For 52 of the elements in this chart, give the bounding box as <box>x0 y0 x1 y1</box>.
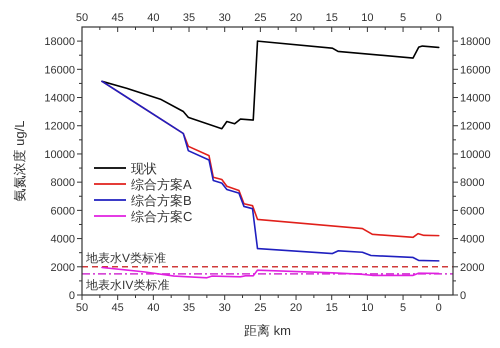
x2-tick-label: 20 <box>290 302 302 314</box>
y-tick-label: 12000 <box>44 120 75 133</box>
y-tick-label: 16000 <box>44 64 75 76</box>
y2-tick-label: 12000 <box>460 120 491 133</box>
y2-tick-label: 10000 <box>460 148 491 161</box>
x2-tick-label: 50 <box>76 302 88 314</box>
legend-label: 综合方案A <box>131 177 192 192</box>
y-axis-title: 氨氮浓度 ug/L <box>12 120 27 202</box>
legend-label: 综合方案C <box>131 209 192 224</box>
x-tick-label: 30 <box>218 12 231 24</box>
x-tick-label: 15 <box>326 12 338 24</box>
y-tick-label: 6000 <box>50 205 75 218</box>
y2-tick-label: 8000 <box>460 177 484 190</box>
x2-tick-label: 40 <box>147 302 160 314</box>
x-axis-title: 距离 km <box>244 323 291 338</box>
x2-tick-label: 35 <box>182 302 196 314</box>
ref-line-label: 地表水IV类标准 <box>85 278 170 292</box>
x-tick-label: 45 <box>112 12 124 24</box>
y2-tick-label: 14000 <box>460 92 491 105</box>
line-series <box>101 40 440 130</box>
x-tick-label: 35 <box>182 12 196 24</box>
y2-tick-label: 0 <box>460 290 466 302</box>
legend-label: 综合方案B <box>131 193 192 208</box>
ref-line-label: 地表水V类标准 <box>85 250 166 265</box>
y2-tick-label: 4000 <box>460 234 484 246</box>
x2-tick-label: 5 <box>400 302 406 314</box>
y-tick-label: 4000 <box>50 234 75 246</box>
x2-tick-label: 30 <box>218 302 231 314</box>
y-tick-label: 10000 <box>44 148 75 161</box>
x-tick-label: 10 <box>361 12 374 24</box>
x2-tick-label: 0 <box>436 302 442 314</box>
y2-tick-label: 16000 <box>460 64 491 76</box>
legend-label: 现状 <box>131 161 157 176</box>
x-tick-label: 5 <box>400 12 406 24</box>
y-tick-label: 0 <box>68 290 75 302</box>
x2-tick-label: 10 <box>361 302 374 314</box>
x-tick-label: 20 <box>290 12 302 24</box>
x-tick-label: 25 <box>254 12 266 24</box>
x2-tick-label: 15 <box>326 302 338 314</box>
x2-tick-label: 25 <box>254 302 266 314</box>
line-series <box>101 266 440 279</box>
y2-tick-label: 6000 <box>460 205 484 218</box>
x2-tick-label: 45 <box>112 302 124 314</box>
x-tick-label: 50 <box>76 12 88 24</box>
y-tick-label: 8000 <box>50 177 75 190</box>
y2-tick-label: 2000 <box>460 262 484 274</box>
x-tick-label: 40 <box>147 12 160 24</box>
y2-tick-label: 18000 <box>460 36 491 48</box>
y-tick-label: 2000 <box>50 262 75 274</box>
y-tick-label: 14000 <box>44 92 75 105</box>
y-tick-label: 18000 <box>44 36 75 48</box>
x-tick-label: 0 <box>436 12 442 24</box>
